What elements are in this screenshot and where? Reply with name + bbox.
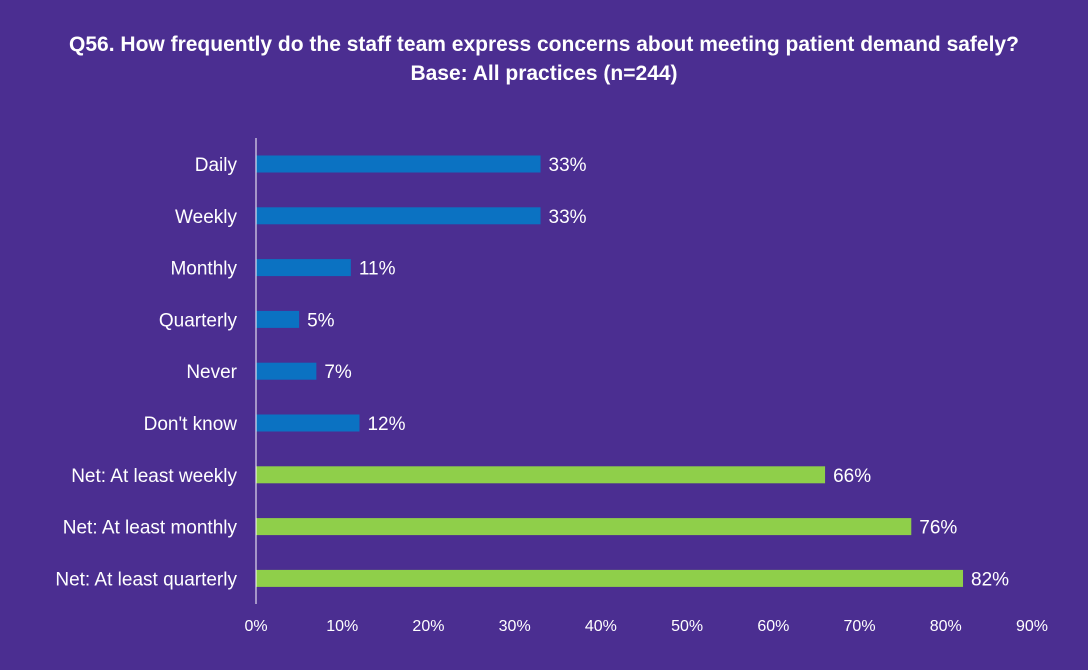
bar	[256, 259, 351, 277]
category-label: Net: At least weekly	[71, 466, 237, 487]
category-label: Quarterly	[159, 310, 238, 331]
bar	[256, 466, 826, 484]
x-tick-label: 30%	[499, 618, 531, 635]
data-label: 33%	[549, 207, 587, 228]
category-label: Don't know	[144, 414, 238, 435]
data-label: 82%	[971, 569, 1009, 590]
data-label: 66%	[833, 466, 871, 487]
data-label: 5%	[307, 310, 335, 331]
bar	[256, 207, 541, 225]
x-tick-label: 90%	[1016, 618, 1048, 635]
category-label: Net: At least quarterly	[55, 569, 237, 590]
category-label: Daily	[195, 155, 238, 176]
x-tick-label: 50%	[671, 618, 703, 635]
category-label: Monthly	[170, 259, 237, 280]
bar	[256, 518, 912, 536]
data-label: 76%	[919, 518, 957, 539]
x-tick-label: 10%	[326, 618, 358, 635]
bar	[256, 569, 964, 587]
data-label: 7%	[324, 362, 352, 383]
category-label: Weekly	[175, 207, 237, 228]
data-label: 12%	[367, 414, 405, 435]
x-tick-label: 0%	[244, 618, 267, 635]
bar	[256, 414, 360, 432]
x-tick-label: 40%	[585, 618, 617, 635]
bar	[256, 155, 541, 173]
bar	[256, 310, 300, 328]
bar	[256, 362, 317, 380]
category-label: Net: At least monthly	[63, 518, 238, 539]
category-label: Never	[186, 362, 237, 383]
chart-title: Q56. How frequently do the staff team ex…	[69, 33, 1019, 85]
x-tick-label: 80%	[930, 618, 962, 635]
x-tick-label: 60%	[757, 618, 789, 635]
data-label: 33%	[549, 155, 587, 176]
x-tick-label: 20%	[412, 618, 444, 635]
x-tick-label: 70%	[844, 618, 876, 635]
data-label: 11%	[359, 259, 396, 280]
